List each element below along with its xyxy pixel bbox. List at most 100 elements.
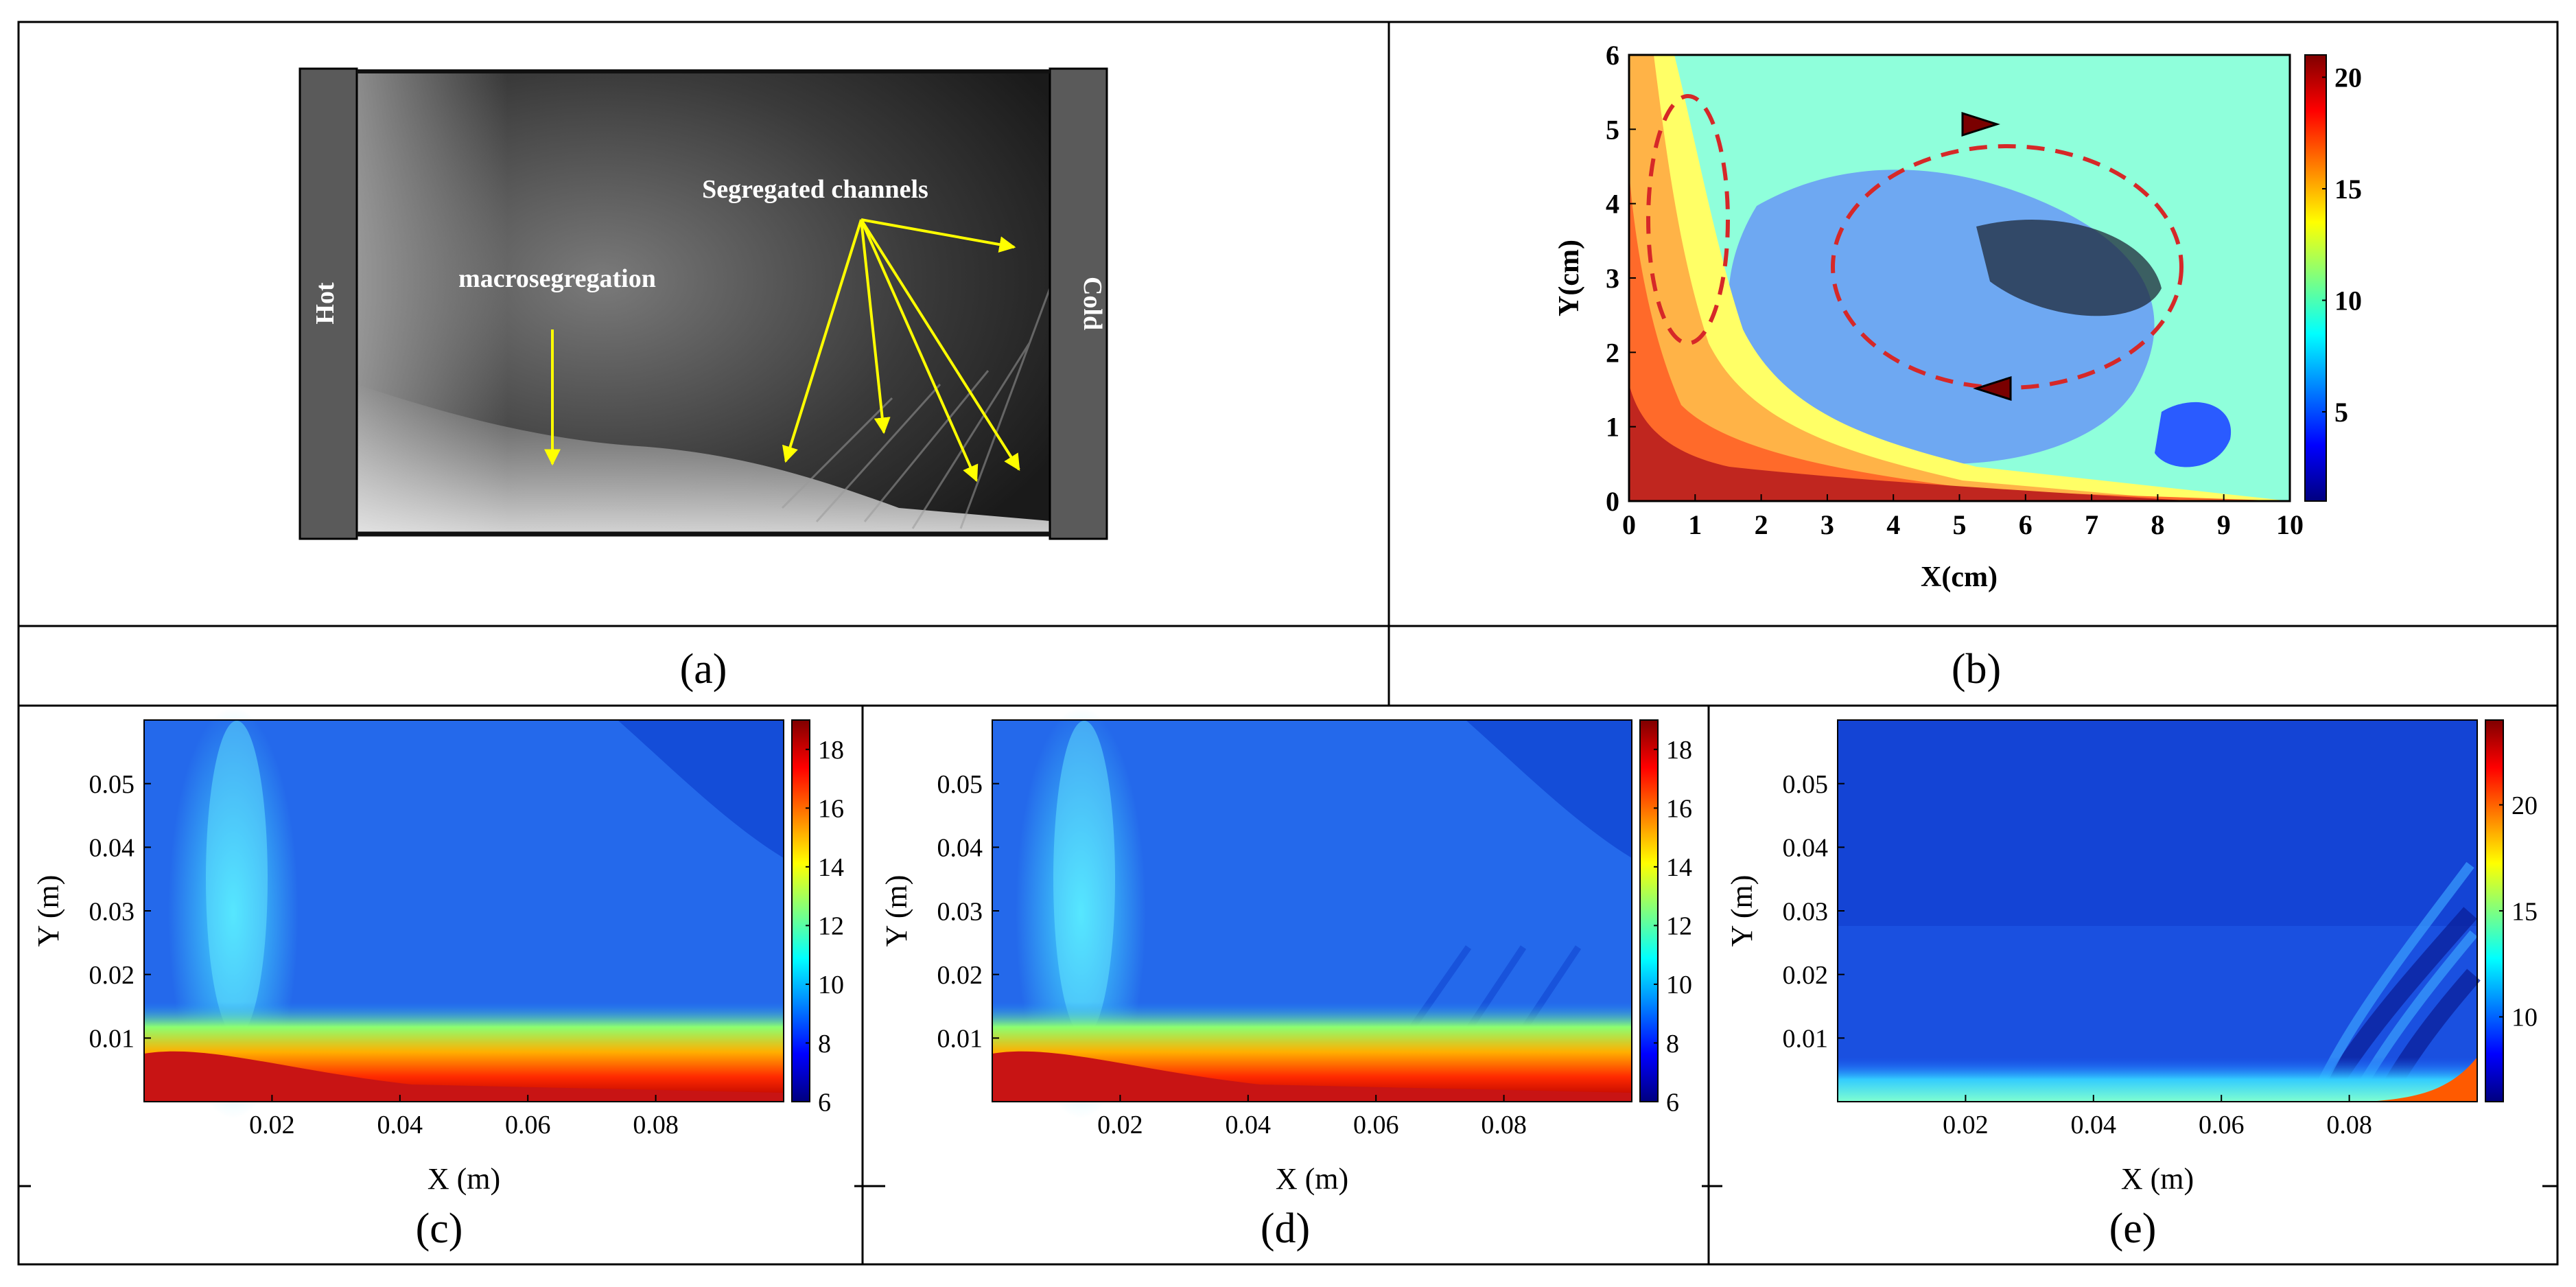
panel-a-label: (a) <box>680 646 727 693</box>
hot-wall <box>298 67 358 540</box>
x-tick-label: 0.04 <box>1226 1111 1272 1139</box>
x-tick-label: 0.06 <box>1353 1111 1399 1139</box>
x-tick-label: 3 <box>1820 509 1834 540</box>
x-tick-label: 0.04 <box>2071 1111 2117 1139</box>
y-tick-label: 6 <box>1606 40 1619 71</box>
colorbar-tick-label: 20 <box>2334 62 2362 93</box>
panel-d-label: (d) <box>1261 1205 1310 1252</box>
colorbar-tick-label: 10 <box>1666 971 1692 999</box>
panel-b-ylabel: Y(cm) <box>1554 240 1585 316</box>
x-tick-label: 0.02 <box>249 1111 295 1139</box>
panel-e-ticks: 0.02 0.04 0.06 0.08 0.01 0.02 0.03 0.04 0.05 10 15… <box>1783 770 2538 1139</box>
y-tick-label: 0.04 <box>89 834 135 863</box>
x-tick-label: 0.04 <box>377 1111 423 1139</box>
colorbar-tick-label: 5 <box>2334 397 2348 428</box>
x-tick-label: 0.06 <box>505 1111 551 1139</box>
x-tick-label: 0.08 <box>1481 1111 1527 1139</box>
panel-b-ticks: 0 1 2 3 4 5 6 7 8 9 10 0 1 2 3 4 5 6 5 10 15 20 <box>1606 40 2362 540</box>
y-tick-label: 0.05 <box>89 770 135 799</box>
colorbar-tick-label: 10 <box>818 971 844 999</box>
colorbar-tick-label: 16 <box>818 795 844 824</box>
x-tick-label: 0 <box>1622 509 1636 540</box>
panel-e-ylabel: Y (m) <box>1725 875 1759 947</box>
x-tick-label: 4 <box>1886 509 1900 540</box>
figure-grid <box>17 21 2559 1266</box>
x-tick-label: 0.02 <box>1097 1111 1143 1139</box>
panel-e: X (m) Y (m) 0.02 0.04 0.06 0.08 0.01 0.02 0.03… <box>1725 719 2538 1196</box>
colorbar-tick-label: 8 <box>818 1030 831 1058</box>
panel-c-xlabel: X (m) <box>428 1162 500 1196</box>
hot-label: Hot <box>311 282 340 325</box>
x-tick-label: 10 <box>2276 509 2304 540</box>
x-tick-label: 8 <box>2151 509 2164 540</box>
y-tick-label: 2 <box>1606 337 1619 368</box>
panel-d-xlabel: X (m) <box>1276 1162 1348 1196</box>
panel-d: X (m) Y (m) 0.02 0.04 0.06 0.08 0.01 0.02 0.03… <box>880 707 1692 1196</box>
panel-e-field <box>1837 719 2481 1102</box>
cold-wall <box>1049 67 1108 540</box>
y-tick-label: 0.01 <box>1783 1025 1829 1054</box>
panel-d-ticks: 0.02 0.04 0.06 0.08 0.01 0.02 0.03 0.04 0.05 6 8 10… <box>937 736 1693 1139</box>
circulation-loop-small <box>1646 94 1730 345</box>
segregated-channels-annotation: Segregated channels <box>702 175 928 204</box>
colorbar-tick-label: 10 <box>2511 1004 2538 1032</box>
colorbar-tick-label: 6 <box>818 1088 831 1117</box>
cold-label: Cold <box>1078 277 1107 330</box>
x-tick-label: 0.08 <box>2326 1111 2372 1139</box>
panel-d-ylabel: Y (m) <box>880 875 913 947</box>
y-tick-label: 0.02 <box>937 961 983 990</box>
y-tick-label: 0.05 <box>1783 770 1829 799</box>
flow-arrow-bottom <box>1973 375 2012 402</box>
x-tick-label: 1 <box>1688 509 1702 540</box>
colorbar-tick-label: 15 <box>2511 897 2538 926</box>
x-tick-label: 7 <box>2085 509 2098 540</box>
panel-b-xlabel: X(cm) <box>1921 561 1998 593</box>
panel-e-xlabel: X (m) <box>2121 1162 2194 1196</box>
y-tick-label: 0.01 <box>89 1025 135 1054</box>
y-tick-label: 4 <box>1606 189 1619 220</box>
panel-b-field <box>1628 54 2291 502</box>
bottom-white-zone <box>357 384 1058 537</box>
y-tick-label: 0 <box>1606 486 1619 517</box>
y-tick-label: 0.04 <box>937 834 983 863</box>
colorbar-tick-label: 12 <box>818 912 844 941</box>
panel-c-label: (c) <box>416 1205 463 1252</box>
y-tick-label: 5 <box>1606 114 1619 145</box>
colorbar-tick-label: 14 <box>818 853 844 882</box>
y-tick-label: 0.01 <box>937 1025 983 1054</box>
y-tick-label: 0.03 <box>1783 897 1829 926</box>
panel-c-ticks: 0.02 0.04 0.06 0.08 0.01 0.02 0.03 0.04 0.05 6 8 10… <box>89 736 845 1139</box>
y-tick-label: 0.02 <box>1783 961 1829 990</box>
x-tick-label: 0.02 <box>1943 1111 1989 1139</box>
colorbar-tick-label: 18 <box>1666 736 1692 765</box>
colorbar-tick-label: 6 <box>1666 1088 1679 1117</box>
y-tick-label: 0.04 <box>1783 834 1829 863</box>
colorbar-tick-label: 12 <box>1666 912 1692 941</box>
x-tick-label: 2 <box>1755 509 1768 540</box>
colorbar-tick-label: 8 <box>1666 1030 1679 1058</box>
panel-d-field <box>992 707 1632 1119</box>
y-tick-label: 0.02 <box>89 961 135 990</box>
x-tick-label: 0.08 <box>633 1111 679 1139</box>
x-tick-label: 5 <box>1953 509 1967 540</box>
y-tick-label: 0.03 <box>89 897 135 926</box>
y-tick-label: 3 <box>1606 263 1619 294</box>
panel-c-colorbar <box>791 719 810 1102</box>
panel-d-colorbar <box>1639 719 1659 1102</box>
colorbar-tick-label: 15 <box>2334 174 2362 205</box>
colorbar-tick-label: 10 <box>2334 286 2362 316</box>
panel-b-label: (b) <box>1952 646 2001 693</box>
macrosegregation-annotation: macrosegregation <box>458 264 656 293</box>
panel-b: X(cm) Y(cm) 0 1 2 3 4 5 6 7 8 9 10 0 1 2 3 4 5 6 5 10 15 20 <box>1554 40 2362 593</box>
y-tick-label: 0.03 <box>937 897 983 926</box>
flow-arrow-top <box>1961 111 2000 137</box>
y-tick-label: 0.05 <box>937 770 983 799</box>
panel-b-colorbar <box>2304 54 2327 502</box>
panel-a: Hot Cold macrosegregation Segregated cha… <box>298 67 1108 540</box>
annotation-arrows <box>544 218 1020 483</box>
panel-c-field <box>143 707 784 1119</box>
channel-streaks <box>781 288 1051 529</box>
colorbar-tick-label: 18 <box>818 736 844 765</box>
panel-c-ylabel: Y (m) <box>32 875 65 947</box>
